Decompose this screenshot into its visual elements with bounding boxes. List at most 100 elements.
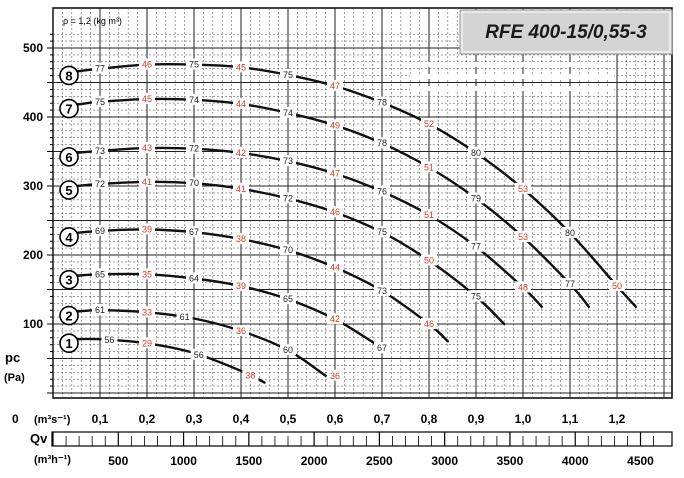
noise-label-bg [233,182,249,194]
x-tick-label-m3s: 0,6 [327,412,344,426]
noise-label: 39 [236,281,246,291]
noise-label: 36 [330,371,340,381]
efficiency-label: 70 [283,245,293,255]
curve-marker-number: 5 [65,183,72,198]
noise-label-bg [327,79,343,91]
x-unit-m3h: (m³h⁻¹) [34,454,71,466]
noise-label: 41 [236,184,246,194]
noise-label: 52 [424,119,434,129]
efficiency-label-bg [562,226,578,238]
y-axis-unit: (Pa) [4,372,25,384]
efficiency-label-bg [186,272,202,284]
efficiency-label: 72 [283,193,293,203]
noise-label-bg [327,167,343,179]
noise-label-bg [421,254,437,266]
noise-label-bg [233,61,249,73]
legend-placeholder [410,62,614,91]
efficiency-label: 73 [95,146,105,156]
y-tick-label: 300 [23,179,43,193]
x-tick-label-m3h: 3500 [497,454,524,468]
efficiency-label-bg [186,58,202,70]
curve-marker-circle [59,65,79,86]
x-tick-label-m3h: 500 [108,454,128,468]
efficiency-label: 61 [95,305,105,315]
efficiency-label: 77 [565,279,575,289]
noise-label-bg [139,306,155,318]
chart-title: RFE 400-15/0,55-3 [485,22,647,43]
efficiency-label: 65 [283,294,293,304]
noise-label-bg [327,313,343,325]
curve-marker-number: 7 [65,102,72,117]
x-tick-label-m3h: 2000 [301,454,328,468]
x-tick-label-m3s: 1,1 [562,412,579,426]
efficiency-label-bg [92,177,108,189]
efficiency-label: 67 [189,227,199,237]
x-tick-label-m3s: 0,2 [139,412,156,426]
efficiency-label-bg [92,144,108,156]
noise-label-bg [515,281,531,293]
efficiency-label: 77 [95,64,105,74]
noise-label: 45 [236,62,246,72]
y-tick-label: 400 [23,110,43,124]
noise-label-bg [327,206,343,218]
x-axis-strip: 0,1 0,2 0,3 0,4 0,5 0,6 0,7 0,8 0,9 1,0 1,1 1,2 500 1… [51,412,673,468]
noise-label: 33 [142,307,152,317]
noise-label-bg [327,119,343,131]
noise-label-bg [233,280,249,292]
x-tick-label-m3h: 1000 [170,454,197,468]
noise-label-bg [233,324,249,336]
x-tick-label-m3s: 0,8 [421,412,438,426]
curve-marker-circle [59,180,79,200]
x-tick-label-m3h: 1500 [235,454,262,468]
efficiency-label-bg [92,224,108,236]
noise-label-bg [139,142,155,154]
efficiency-label: 67 [377,343,387,353]
efficiency-label: 74 [189,95,199,105]
y-tick-label: 200 [23,248,43,262]
noise-label: 53 [518,184,528,194]
efficiency-label: 72 [95,179,105,189]
zero-label: 0 [12,412,19,426]
efficiency-label: 75 [95,97,105,107]
noise-label: 36 [236,326,246,336]
x-tick-label-m3s: 0,4 [233,412,250,426]
noise-label: 49 [330,120,340,130]
noise-label-bg [139,223,155,235]
noise-label-bg [421,161,437,173]
efficiency-label-bg [92,268,108,280]
noise-label-bg [515,182,531,194]
efficiency-label: 75 [377,227,387,237]
efficiency-label-bg [186,177,202,189]
curve-marker-number: 4 [65,230,73,245]
efficiency-label-bg [280,155,296,167]
efficiency-label-bg [468,192,484,204]
noise-label: 46 [424,319,434,329]
noise-label: 42 [236,148,246,158]
noise-label-bg [242,369,259,381]
efficiency-label-bg [280,293,296,305]
noise-label-bg [139,93,155,105]
efficiency-label: 75 [189,60,199,70]
x-tick-label-m3s: 0,9 [468,412,485,426]
curve-marker-number: 3 [65,273,72,288]
efficiency-label-bg [374,226,390,238]
efficiency-label-bg [374,137,390,149]
efficiency-label: 56 [194,350,204,360]
efficiency-label: 69 [95,226,105,236]
title-box: RFE 400-15/0,55-3 [459,9,673,55]
efficiency-label: 73 [283,156,293,166]
curve-marker-circle [59,305,79,326]
noise-label: 39 [142,224,152,234]
efficiency-label-bg [186,142,202,154]
noise-label: 41 [142,177,152,187]
efficiency-labels: 56 56 61 61 60 65 64 65 67 69 67 70 73 72 70 72 75 75 73 72… [92,58,578,360]
noise-label: 29 [142,338,152,348]
x-tick-label-m3h: 3000 [431,454,458,468]
efficiency-label-bg [190,348,207,360]
efficiency-label: 56 [104,335,114,345]
x-axis-label: Qv [30,431,48,446]
efficiency-label: 79 [471,193,481,203]
x-unit-m3s: (m³s⁻¹) [34,414,71,426]
noise-label: 50 [424,256,434,266]
